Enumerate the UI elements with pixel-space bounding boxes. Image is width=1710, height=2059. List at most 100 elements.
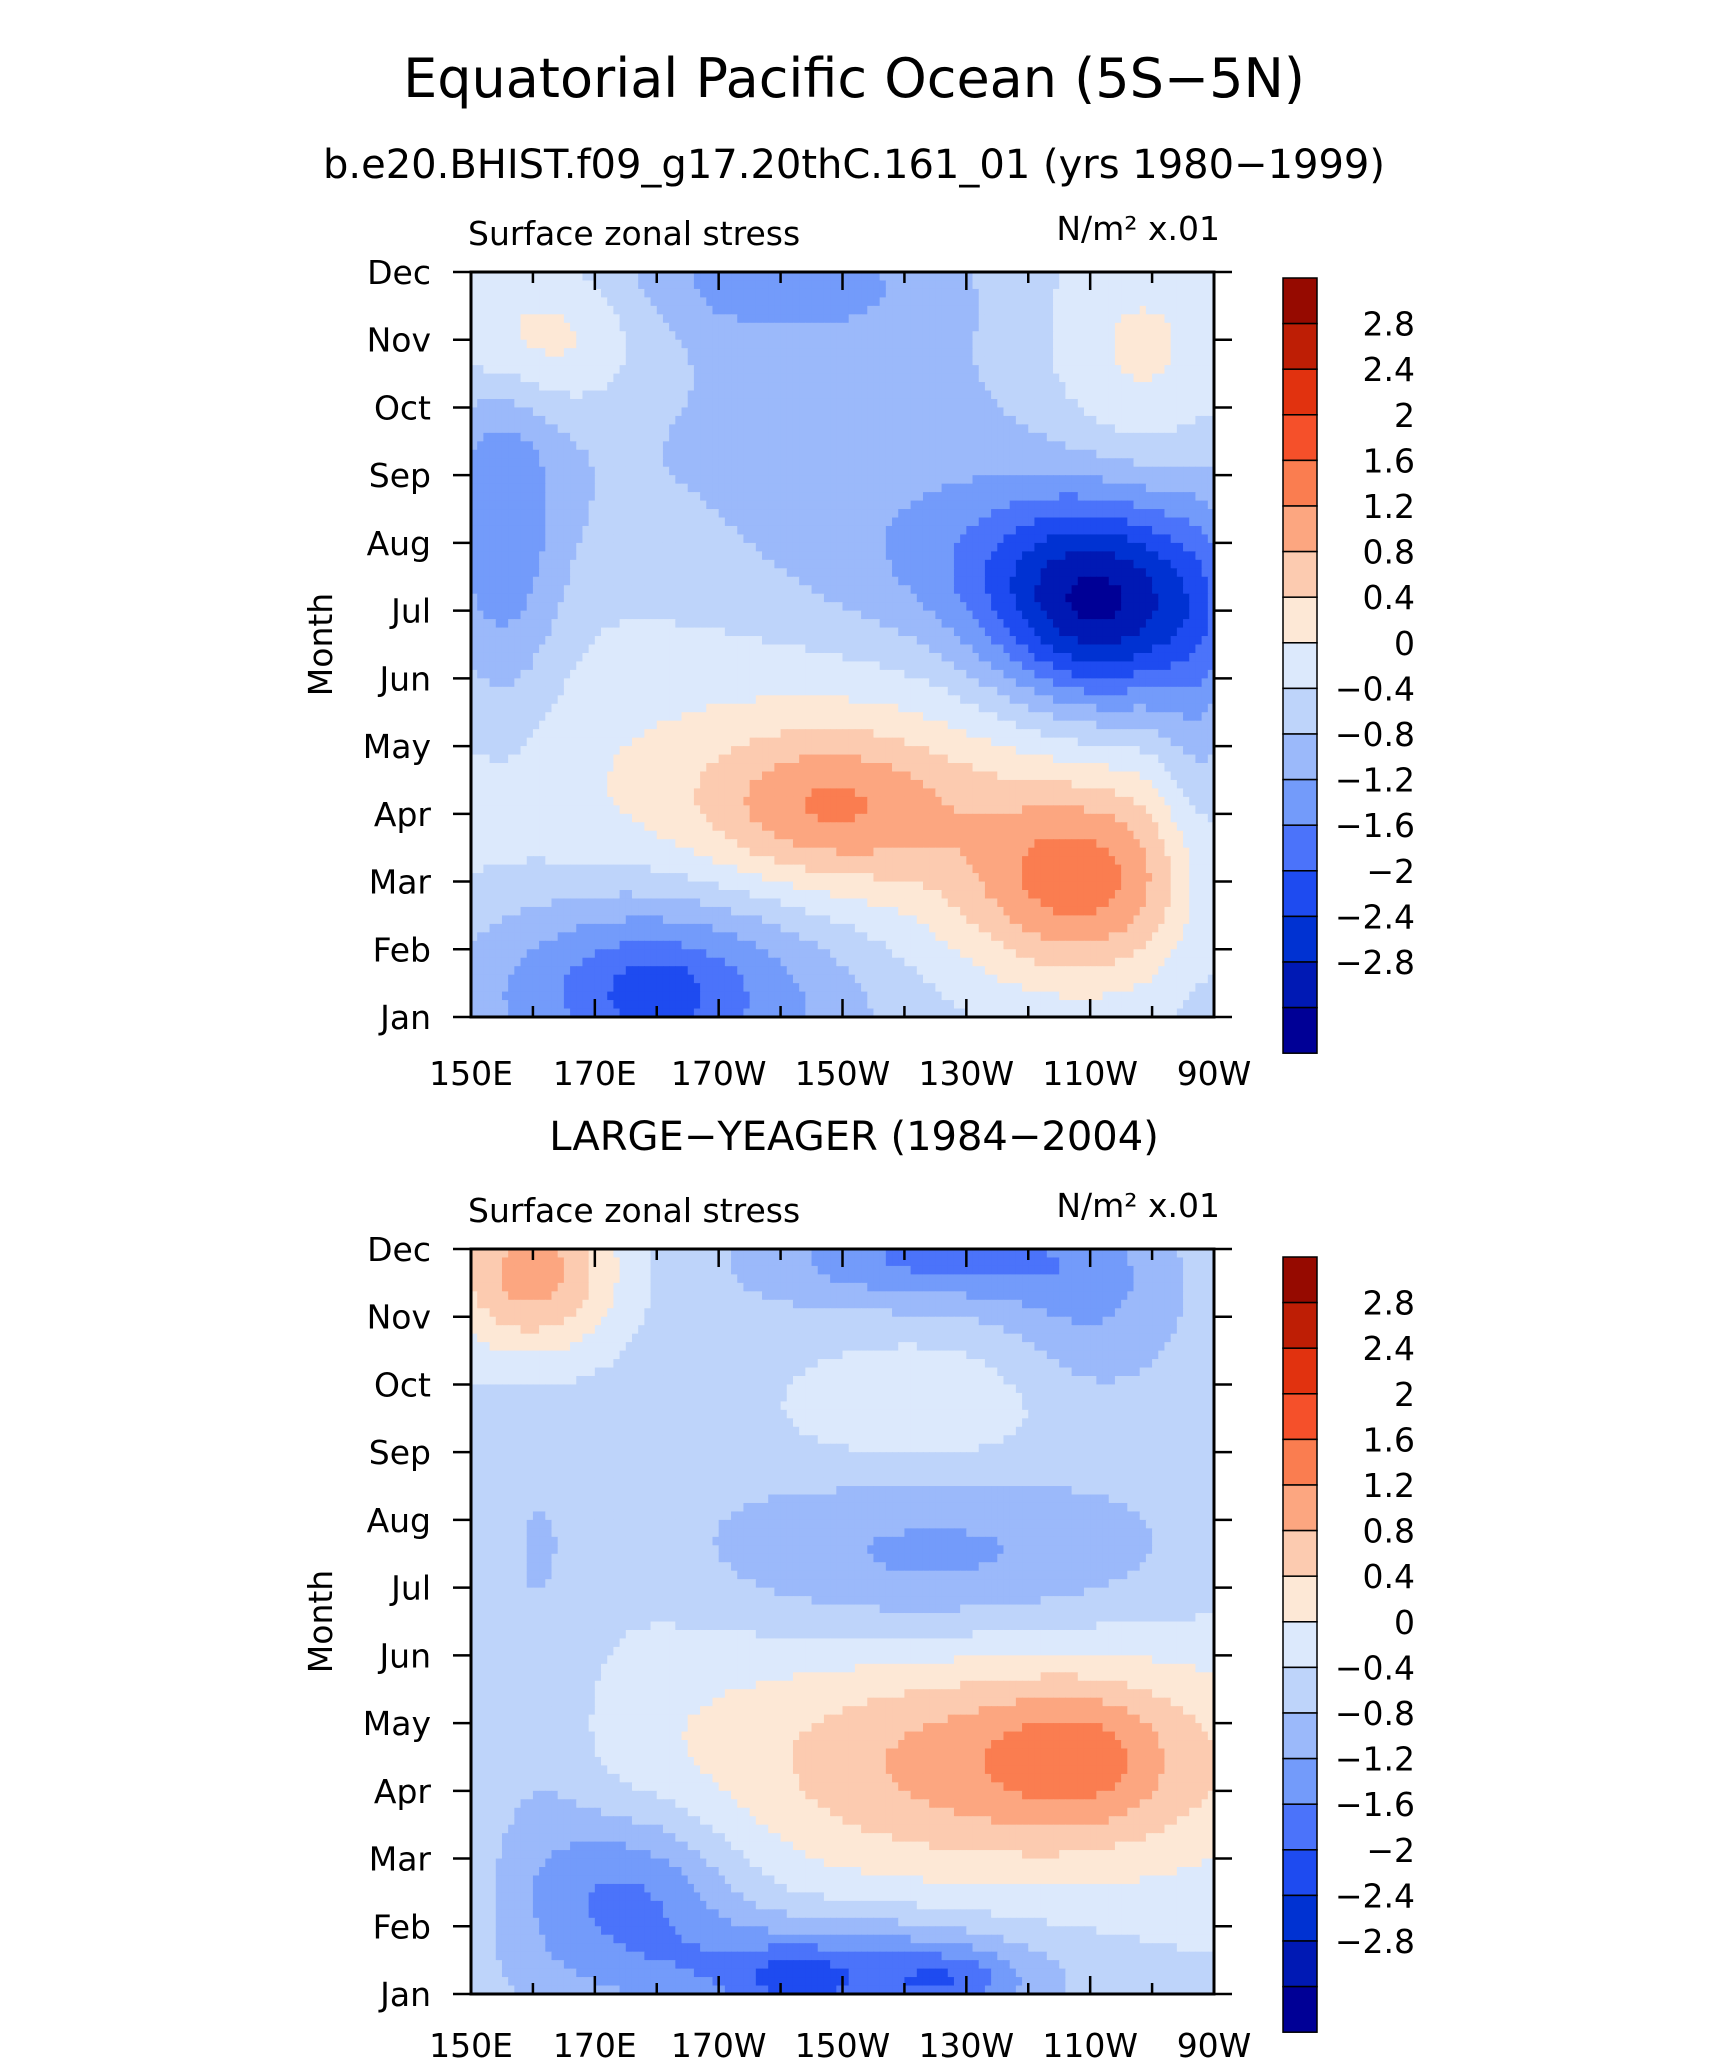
- heatmap-cell: [978, 593, 986, 603]
- heatmap-cell: [681, 602, 689, 612]
- heatmap-cell: [922, 542, 930, 552]
- heatmap-cell: [1152, 568, 1159, 578]
- heatmap-cell: [662, 466, 670, 476]
- heatmap-cell: [953, 475, 961, 485]
- heatmap-cell: [644, 559, 652, 569]
- heatmap-cell: [681, 288, 689, 298]
- heatmap-cell: [601, 534, 608, 544]
- heatmap-cell: [1145, 424, 1153, 434]
- heatmap-cell: [545, 432, 553, 442]
- heatmap-cell: [768, 356, 775, 366]
- heatmap-cell: [830, 509, 837, 519]
- heatmap-cell: [1152, 407, 1159, 417]
- heatmap-cell: [1164, 542, 1172, 552]
- heatmap-cell: [799, 534, 806, 544]
- heatmap-cell: [724, 585, 732, 595]
- heatmap-cell: [594, 542, 602, 552]
- heatmap-cell: [1183, 407, 1190, 417]
- heatmap-cell: [991, 398, 998, 409]
- heatmap-cell: [978, 305, 986, 315]
- heatmap-cell: [1096, 576, 1104, 586]
- heatmap-cell: [619, 568, 627, 578]
- heatmap-cell: [916, 568, 924, 578]
- heatmap-cell: [706, 492, 714, 502]
- heatmap-cell: [1059, 492, 1066, 502]
- heatmap-cell: [687, 314, 695, 324]
- heatmap-cell: [842, 424, 850, 434]
- heatmap-cell: [1096, 593, 1104, 603]
- heatmap-cell: [613, 500, 621, 510]
- heatmap-cell: [532, 517, 540, 527]
- heatmap-cell: [836, 398, 844, 409]
- heatmap-cell: [762, 610, 769, 620]
- heatmap-cell: [669, 297, 676, 307]
- heatmap-cell: [539, 542, 546, 552]
- heatmap-cell: [656, 517, 664, 527]
- heatmap-cell: [625, 382, 633, 392]
- heatmap-cell: [984, 483, 992, 493]
- heatmap-cell: [780, 424, 788, 434]
- heatmap-cell: [638, 500, 645, 510]
- heatmap-cell: [1059, 432, 1066, 442]
- heatmap-cell: [755, 458, 763, 468]
- heatmap-cell: [477, 602, 484, 612]
- heatmap-cell: [1083, 602, 1091, 612]
- heatmap-cell: [539, 517, 546, 527]
- heatmap-cell: [1201, 542, 1209, 552]
- heatmap-cell: [601, 551, 608, 561]
- heatmap-cell: [712, 466, 720, 476]
- heatmap-cell: [935, 373, 943, 383]
- heatmap-cell: [613, 509, 621, 519]
- heatmap-cell: [594, 585, 602, 595]
- heatmap-cell: [947, 500, 955, 510]
- heatmap-cell: [842, 559, 850, 569]
- heatmap-cell: [817, 517, 825, 527]
- heatmap-cell: [867, 407, 875, 417]
- heatmap-cell: [922, 458, 930, 468]
- heatmap-cell: [817, 619, 825, 629]
- heatmap-cell: [700, 534, 707, 544]
- heatmap-cell: [1040, 432, 1048, 442]
- heatmap-cell: [749, 348, 757, 358]
- heatmap-cell: [582, 509, 590, 519]
- heatmap-cell: [644, 407, 652, 417]
- heatmap-cell: [817, 610, 825, 620]
- heatmap-cell: [681, 449, 689, 459]
- heatmap-cell: [520, 373, 528, 383]
- heatmap-cell: [836, 339, 844, 349]
- heatmap-cell: [755, 492, 763, 502]
- heatmap-cell: [879, 492, 887, 502]
- heatmap-cell: [650, 449, 658, 459]
- heatmap-cell: [854, 534, 862, 544]
- heatmap-cell: [898, 339, 906, 349]
- heatmap-cell: [1090, 432, 1097, 442]
- heatmap-cell: [489, 517, 497, 527]
- heatmap-cell: [947, 382, 955, 392]
- heatmap-cell: [514, 272, 522, 282]
- heatmap-cell: [1053, 314, 1060, 324]
- heatmap-cell: [1195, 475, 1203, 485]
- heatmap-cell: [1053, 288, 1060, 298]
- heatmap-cell: [811, 272, 819, 282]
- heatmap-cell: [1096, 542, 1104, 552]
- heatmap-cell: [1059, 398, 1066, 409]
- heatmap-cell: [601, 441, 608, 451]
- heatmap-cell: [867, 525, 875, 536]
- heatmap-cell: [780, 382, 788, 392]
- heatmap-cell: [966, 280, 974, 290]
- heatmap-cell: [656, 483, 664, 493]
- heatmap-cell: [1034, 382, 1042, 392]
- heatmap-cell: [774, 297, 782, 307]
- heatmap-cell: [916, 542, 924, 552]
- heatmap-cell: [644, 610, 652, 620]
- heatmap-cell: [972, 458, 980, 468]
- heatmap-cell: [892, 517, 899, 527]
- heatmap-cell: [681, 534, 689, 544]
- heatmap-cell: [1183, 322, 1190, 332]
- heatmap-cell: [489, 509, 497, 519]
- heatmap-cell: [1158, 305, 1166, 315]
- heatmap-cell: [576, 305, 584, 315]
- heatmap-cell: [625, 432, 633, 442]
- heatmap-cell: [495, 305, 503, 315]
- heatmap-cell: [1189, 458, 1197, 468]
